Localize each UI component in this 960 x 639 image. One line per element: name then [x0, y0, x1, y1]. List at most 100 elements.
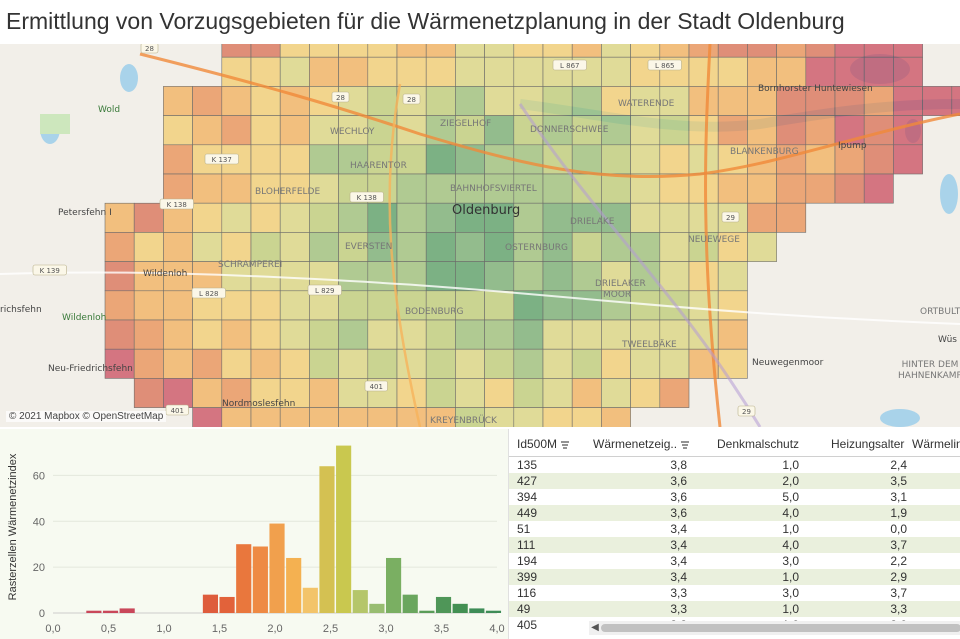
map-cell[interactable] — [571, 173, 602, 204]
map-cell[interactable] — [834, 144, 865, 175]
map-cell[interactable] — [279, 261, 310, 292]
histogram-bar[interactable] — [102, 610, 119, 613]
map-cell[interactable] — [834, 173, 865, 204]
map-cell[interactable] — [601, 232, 631, 262]
column-header-id500m[interactable]: Id500M — [517, 437, 570, 451]
map-cell[interactable] — [338, 319, 369, 350]
map-cell[interactable] — [747, 56, 777, 87]
histogram-bar[interactable] — [236, 544, 252, 613]
table-row[interactable]: 449 3,6 4,0 1,9 — [509, 505, 960, 521]
map-cell[interactable] — [425, 44, 456, 58]
map-cell[interactable] — [338, 56, 369, 87]
map-cell[interactable] — [571, 232, 602, 262]
map-cell[interactable] — [717, 348, 748, 379]
map-cell[interactable] — [309, 232, 339, 262]
map-cell[interactable] — [542, 348, 573, 379]
map-cell[interactable] — [717, 86, 748, 116]
map-cell[interactable] — [630, 202, 661, 233]
map-cell[interactable] — [250, 319, 281, 350]
scroll-left-arrow-icon[interactable]: ◀ — [591, 622, 599, 633]
map-cell[interactable] — [279, 44, 310, 58]
map-cell[interactable] — [279, 144, 310, 175]
map-cell[interactable] — [542, 115, 573, 146]
map-cell[interactable] — [542, 378, 573, 408]
map-cell[interactable] — [104, 319, 135, 350]
map-cell[interactable] — [688, 202, 719, 233]
map-cell[interactable] — [834, 56, 865, 87]
map-cell[interactable] — [192, 232, 223, 262]
map-cell[interactable] — [863, 173, 894, 204]
map-cell[interactable] — [279, 202, 310, 233]
map-cell[interactable] — [163, 261, 193, 292]
map-cell[interactable] — [542, 261, 573, 292]
map-cell[interactable] — [133, 232, 164, 262]
map-cell[interactable] — [805, 86, 836, 116]
map-cell[interactable] — [659, 378, 690, 408]
map-cell[interactable] — [455, 378, 485, 408]
map-cell[interactable] — [513, 348, 544, 379]
map-cell[interactable] — [279, 56, 310, 87]
map-cell[interactable] — [484, 86, 515, 116]
map-cell[interactable] — [455, 319, 485, 350]
table-row[interactable]: 116 3,3 3,0 3,7 — [509, 585, 960, 601]
map-cell[interactable] — [221, 86, 252, 116]
map-cell[interactable] — [425, 232, 456, 262]
map-cell[interactable] — [367, 407, 398, 427]
histogram-bar[interactable] — [252, 546, 268, 613]
table-row[interactable]: 135 3,8 1,0 2,4 — [509, 457, 960, 473]
map-cell[interactable] — [571, 319, 602, 350]
map-cell[interactable] — [279, 378, 310, 408]
map-cell[interactable] — [542, 319, 573, 350]
map-cell[interactable] — [192, 173, 223, 204]
histogram-bar[interactable] — [336, 445, 352, 613]
map-cell[interactable] — [834, 44, 865, 58]
map-cell[interactable] — [601, 319, 631, 350]
map-cell[interactable] — [309, 56, 339, 87]
map-cell[interactable] — [776, 56, 807, 87]
map-cell[interactable] — [309, 144, 339, 175]
map-cell[interactable] — [221, 378, 252, 408]
map-cell[interactable] — [688, 290, 719, 321]
map-cell[interactable] — [367, 44, 398, 58]
map-cell[interactable] — [367, 56, 398, 87]
map-cell[interactable] — [279, 86, 310, 116]
histogram-chart[interactable]: 0 20 40 60 0,0 0,5 1,0 1,5 2,0 2,5 3,0 3,5 4,0 Raster… — [0, 429, 508, 639]
map-cell[interactable] — [601, 173, 631, 204]
map-cell[interactable] — [250, 348, 281, 379]
map-cell[interactable] — [542, 86, 573, 116]
map-cell[interactable] — [309, 407, 339, 427]
map-cell[interactable] — [805, 115, 836, 146]
column-header-heizungsalter[interactable]: Heizungsalter — [831, 437, 905, 451]
map-cell[interactable] — [192, 261, 223, 292]
map-cell[interactable] — [688, 56, 719, 87]
map-cell[interactable] — [659, 319, 690, 350]
map-cell[interactable] — [717, 44, 748, 58]
map-cell[interactable] — [279, 319, 310, 350]
histogram-bar[interactable] — [286, 557, 302, 613]
map-cell[interactable] — [863, 44, 894, 58]
map-attribution[interactable]: © 2021 Mapbox © OpenStreetMap — [6, 411, 167, 422]
histogram-bar[interactable] — [86, 610, 102, 613]
map-cell[interactable] — [192, 319, 223, 350]
map-cell[interactable] — [425, 378, 456, 408]
map-cell[interactable] — [601, 261, 631, 292]
map-cell[interactable] — [571, 407, 602, 427]
map-cell[interactable] — [659, 44, 690, 58]
map-cell[interactable] — [688, 86, 719, 116]
map-cell[interactable] — [396, 173, 427, 204]
map-cell[interactable] — [192, 86, 223, 116]
map-cell[interactable] — [659, 232, 690, 262]
map-cell[interactable] — [893, 56, 923, 87]
map-cell[interactable] — [659, 202, 690, 233]
map-cell[interactable] — [425, 56, 456, 87]
map-cell[interactable] — [863, 144, 894, 175]
map-cell[interactable] — [834, 86, 865, 116]
map-cell[interactable] — [104, 261, 135, 292]
map-cell[interactable] — [717, 173, 748, 204]
map-cell[interactable] — [542, 202, 573, 233]
map-cell[interactable] — [309, 115, 339, 146]
histogram-bar[interactable] — [119, 608, 135, 613]
map-cell[interactable] — [688, 261, 719, 292]
map-cell[interactable] — [630, 232, 661, 262]
map-cell[interactable] — [513, 319, 544, 350]
